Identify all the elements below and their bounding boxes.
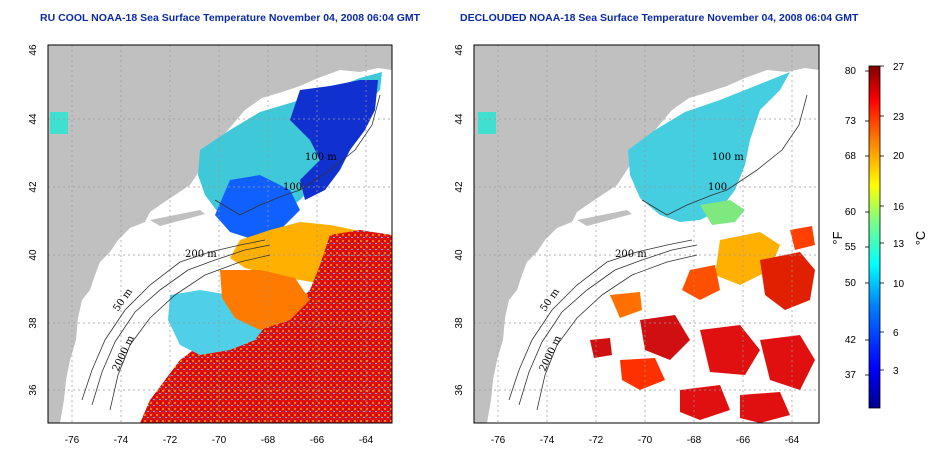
- y-tick: 46: [454, 44, 465, 56]
- colorbar-celsius-label: °C: [913, 231, 928, 246]
- f-tick: 80: [845, 66, 857, 77]
- colorbar-gradient: [868, 65, 881, 409]
- y-tick: 46: [28, 44, 39, 56]
- right-map-sst-patch: [478, 112, 496, 134]
- c-tick: 16: [893, 202, 905, 213]
- y-tick: 40: [454, 249, 465, 261]
- left-map-grid: [48, 45, 392, 423]
- right-map-land: [474, 45, 819, 423]
- right-map-long-island: [577, 210, 632, 226]
- right-map-bathymetry: [508, 94, 808, 411]
- x-tick: -76: [65, 435, 80, 446]
- x-tick: -70: [638, 435, 653, 446]
- x-tick: -76: [491, 435, 506, 446]
- left-map-sst-deep-blue: [290, 80, 378, 200]
- y-tick: 42: [28, 181, 39, 193]
- y-tick: 38: [28, 317, 39, 329]
- left-map-long-island: [150, 210, 205, 226]
- c-tick: 20: [893, 151, 905, 162]
- x-tick: -74: [540, 435, 555, 446]
- colorbar: 80 73 68 60 55 50 42 37 27 23 20 16 13 1…: [830, 62, 928, 409]
- f-tick: 60: [845, 207, 857, 218]
- left-map-sst-patch: [50, 112, 68, 134]
- right-map-sst-gulf-maine: [628, 72, 790, 222]
- contour-label-200m: 200 m: [185, 249, 217, 260]
- y-tick: 42: [454, 181, 465, 193]
- x-tick: -70: [212, 435, 227, 446]
- y-tick: 44: [454, 113, 465, 125]
- right-map: 100 m 200 m 50 m 2000 m 100: [474, 45, 819, 423]
- x-tick: -66: [310, 435, 325, 446]
- right-map-sst-green: [700, 200, 745, 225]
- contour-label-100m: 100 m: [712, 152, 744, 163]
- left-map-sst-blue-mid: [215, 175, 300, 240]
- y-tick: 36: [454, 384, 465, 396]
- f-tick: 73: [845, 116, 857, 127]
- y-tick: 40: [28, 249, 39, 261]
- left-map-bathymetry: [81, 94, 381, 411]
- left-map-frame: [47, 44, 393, 424]
- colorbar-tick-marks: [865, 65, 884, 376]
- y-tick: 44: [28, 113, 39, 125]
- x-tick: -72: [163, 435, 178, 446]
- left-map: 100 m 200 m 50 m 2000 m 100: [48, 45, 392, 423]
- right-map-frame: [473, 44, 820, 424]
- x-tick: -72: [589, 435, 604, 446]
- c-tick: 6: [893, 328, 899, 339]
- x-tick: -64: [785, 435, 800, 446]
- left-map-land: [48, 45, 392, 423]
- left-map-y-axis: 36 38 40 42 44 46: [28, 44, 39, 396]
- c-tick: 13: [893, 239, 905, 250]
- f-tick: 50: [845, 278, 857, 289]
- left-map-x-axis: -76 -74 -72 -70 -68 -66 -64: [65, 435, 374, 446]
- contour-label-100: 100: [708, 182, 727, 193]
- c-tick: 10: [893, 279, 905, 290]
- x-tick: -64: [359, 435, 374, 446]
- x-tick: -74: [114, 435, 129, 446]
- left-map-title: RU COOL NOAA-18 Sea Surface Temperature …: [40, 12, 421, 24]
- contour-label-200m: 200 m: [615, 249, 647, 260]
- x-tick: -68: [687, 435, 702, 446]
- right-map-x-axis: -76 -74 -72 -70 -68 -66 -64: [491, 435, 800, 446]
- c-tick: 3: [893, 366, 899, 377]
- colorbar-fahrenheit-label: °F: [830, 231, 845, 244]
- y-tick: 38: [454, 317, 465, 329]
- contour-label-100m: 100 m: [305, 152, 337, 163]
- right-map-title: DECLOUDED NOAA-18 Sea Surface Temperatur…: [460, 12, 859, 24]
- colorbar-celsius-ticks: 27 23 20 16 13 10 6 3: [893, 62, 905, 377]
- f-tick: 68: [845, 151, 857, 162]
- x-tick: -66: [736, 435, 751, 446]
- f-tick: 42: [845, 335, 857, 346]
- right-map-grid: [474, 45, 819, 423]
- c-tick: 27: [893, 62, 905, 73]
- x-tick: -68: [261, 435, 276, 446]
- c-tick: 23: [893, 112, 905, 123]
- colorbar-fahrenheit-ticks: 80 73 68 60 55 50 42 37: [845, 66, 857, 381]
- left-map-sst-orange-band: [220, 270, 310, 330]
- f-tick: 37: [845, 370, 857, 381]
- f-tick: 55: [845, 242, 857, 253]
- right-map-y-axis: 36 38 40 42 44 46: [454, 44, 465, 396]
- y-tick: 36: [28, 384, 39, 396]
- contour-label-100: 100: [283, 182, 302, 193]
- right-map-sst-warm-patches: [590, 226, 815, 423]
